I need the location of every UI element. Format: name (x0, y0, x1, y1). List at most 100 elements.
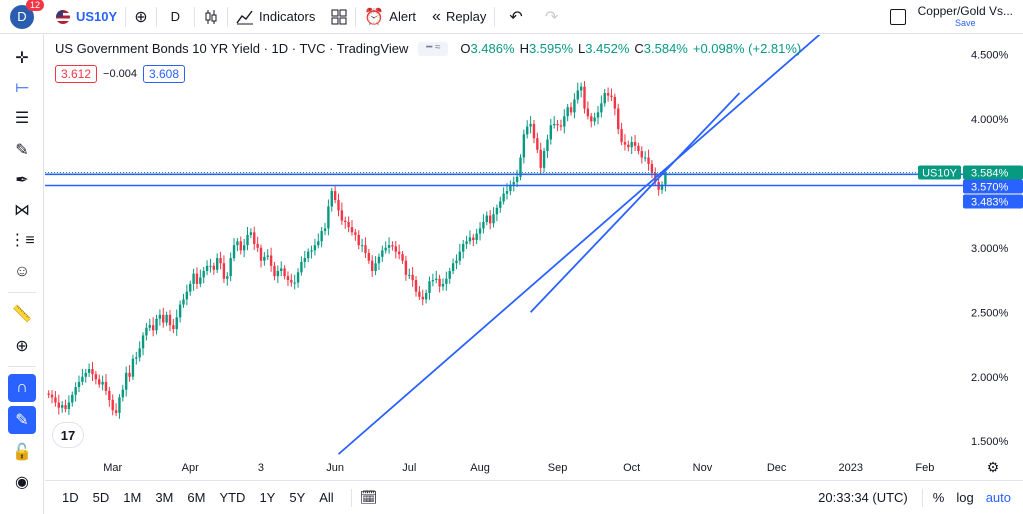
emoji-tool[interactable]: ☺ (8, 258, 36, 286)
candle (98, 374, 101, 388)
candle (296, 268, 300, 288)
candle (202, 267, 205, 284)
range-button-6m[interactable]: 6M (187, 490, 206, 505)
buy-price-button[interactable]: 3.608 (142, 65, 186, 83)
brush-tool[interactable]: ✎ (8, 136, 36, 164)
candle (347, 216, 350, 233)
candle (408, 268, 411, 279)
candle (488, 210, 492, 230)
axis-label-text: 3.584% (971, 167, 1009, 179)
candle (384, 241, 387, 254)
trendline[interactable] (337, 35, 834, 455)
chart-type-button[interactable] (195, 0, 227, 34)
candle (357, 230, 360, 250)
candle (367, 248, 371, 264)
alert-button[interactable]: ⏰ Alert (356, 0, 424, 34)
candle (337, 193, 340, 217)
candle (323, 222, 327, 236)
replay-button[interactable]: « Replay (424, 0, 494, 34)
range-button-all[interactable]: All (319, 490, 334, 505)
candle (495, 204, 499, 222)
trendline-tool[interactable]: ⟝ (8, 74, 36, 102)
templates-button[interactable] (323, 0, 355, 34)
pen-tool[interactable]: ✒ (8, 166, 36, 194)
tradingview-logo[interactable]: 17 (53, 423, 83, 447)
bottom-toolbar: 1D 5D 1M 3M 6M YTD 1Y 5Y All 🗓 20:33:34 (UTC) % … (45, 480, 1023, 514)
trendline[interactable] (529, 92, 741, 313)
price-axis-labels: US10Y 3.584% 3.570% 3.483% (918, 165, 1023, 209)
sell-price-button[interactable]: 3.612 (55, 65, 98, 83)
chart-legend: US Government Bonds 10 YR Yield · 1D · T… (55, 41, 806, 56)
indicators-button[interactable]: Indicators (228, 0, 323, 34)
trendline-icon: ⟝ (15, 79, 29, 96)
candle (387, 237, 391, 254)
pattern-tool[interactable]: ⋈ (8, 196, 36, 224)
candle (515, 169, 519, 188)
candle (421, 289, 424, 306)
candle (451, 258, 455, 275)
y-tick-label: 4.000% (971, 114, 1009, 126)
interval-button[interactable]: D (157, 0, 194, 34)
x-tick-label: Mar (103, 462, 122, 474)
price-axis[interactable]: 4.500%4.000%3.500%3.000%2.500%2.000%1.50… (971, 49, 1009, 448)
candle (482, 214, 485, 234)
percent-scale-toggle[interactable]: % (932, 490, 945, 505)
ruler-tool[interactable]: 📏 (8, 300, 36, 328)
y-tick-label: 2.000% (971, 372, 1009, 384)
candle (141, 332, 145, 356)
candle (195, 267, 199, 289)
x-tick-label: Jun (326, 462, 344, 474)
compare-symbol-button[interactable]: ⊕ (126, 0, 155, 34)
time-axis[interactable]: Mar Apr 3 Jun Jul Aug Sep Oct Nov Dec 2023 Feb ⚙ (103, 459, 999, 475)
range-button-3m[interactable]: 3M (155, 490, 174, 505)
candle (168, 310, 172, 332)
x-tick-label: Dec (767, 462, 787, 474)
price-chart[interactable]: 4.500%4.000%3.500%3.000%2.500%2.000%1.50… (45, 35, 1023, 480)
candle (546, 134, 549, 158)
redo-button[interactable]: ↷ (537, 0, 566, 34)
magnet-tool[interactable]: ∩ (8, 374, 36, 402)
layout-menu-button[interactable]: Copper/Gold Vs... Save (882, 0, 1023, 34)
hide-drawings-tool[interactable]: ◉ (8, 468, 36, 496)
candle (509, 180, 512, 196)
chart-settings-gear-icon[interactable]: ⚙ (987, 459, 1000, 475)
zoom-tool[interactable]: ⊕ (8, 332, 36, 360)
save-link[interactable]: Save (955, 17, 976, 28)
candle (313, 238, 317, 256)
auto-scale-toggle[interactable]: auto (985, 490, 1011, 505)
candle (499, 196, 502, 213)
candle (175, 309, 178, 336)
range-button-5d[interactable]: 5D (92, 490, 110, 505)
user-avatar[interactable]: D 12 (10, 0, 44, 29)
chart-pane[interactable]: 4.500%4.000%3.500%3.000%2.500%2.000%1.50… (45, 35, 1023, 480)
candle (371, 255, 374, 277)
range-button-1m[interactable]: 1M (123, 490, 142, 505)
candle (394, 240, 397, 259)
legend-settings-chip[interactable]: ━ ≈ (418, 41, 449, 56)
fib-tool[interactable]: ☰ (8, 104, 36, 132)
range-button-1y[interactable]: 1Y (259, 490, 276, 505)
range-button-5y[interactable]: 5Y (289, 490, 306, 505)
forecast-tool[interactable]: ⋮≡ (8, 226, 36, 254)
candles (47, 81, 667, 419)
calendar-icon[interactable]: 🗓 (359, 489, 378, 505)
lock-drawings-tool[interactable]: 🔓 (8, 438, 36, 466)
range-button-1d[interactable]: 1D (62, 490, 79, 505)
crosshair-tool[interactable]: ✛ (8, 44, 36, 72)
candle (519, 154, 522, 181)
undo-button[interactable]: ↶ (495, 0, 536, 34)
candle (114, 403, 118, 417)
symbol-search-button[interactable]: US10Y (48, 0, 125, 34)
candle (590, 113, 593, 128)
price-axis-label: 3.570% (963, 179, 1023, 194)
candle (101, 375, 104, 391)
candle (360, 238, 364, 253)
candle (263, 252, 266, 266)
candle (266, 249, 269, 261)
clock-time[interactable]: 20:33:34 (UTC) (818, 490, 908, 505)
stay-in-drawing-tool[interactable]: ✎ (8, 406, 36, 434)
log-scale-toggle[interactable]: log (956, 490, 974, 505)
candle (300, 256, 303, 276)
range-button-ytd[interactable]: YTD (219, 490, 246, 505)
axis-label-text: 3.570% (971, 181, 1009, 193)
